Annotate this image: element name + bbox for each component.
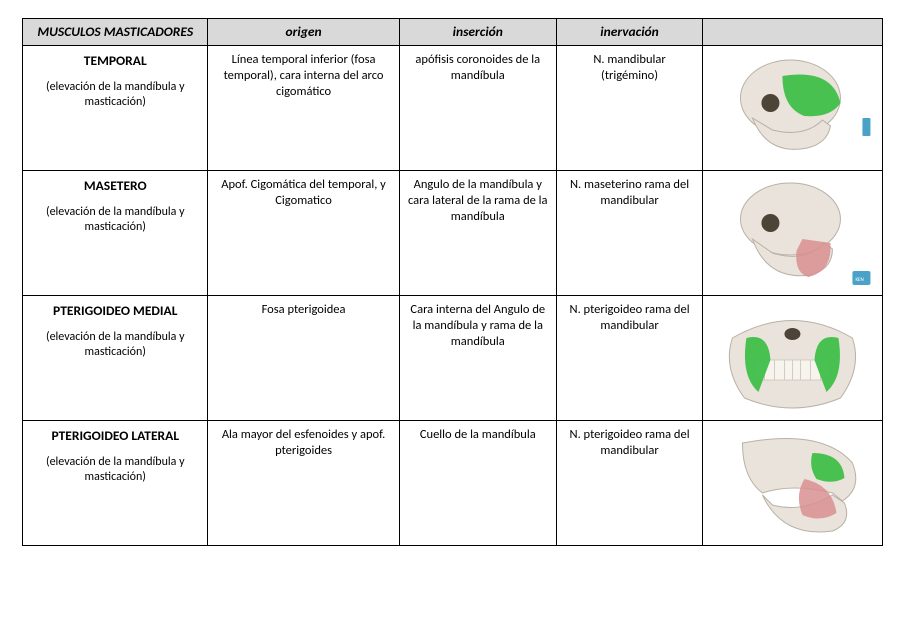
table-row: PTERIGOIDEO MEDIAL (elevación de la mand… [23,295,883,420]
cell-origen: Apof. Cigomática del temporal, y Cigomat… [208,170,399,295]
muscle-name: PTERIGOIDEO LATERAL [51,427,179,444]
skull-pterigoideo-medial-icon [705,298,880,418]
cell-insercion: Angulo de la mandíbula y cara lateral de… [399,170,556,295]
skull-masetero-icon: KEN [705,173,880,293]
cell-name: PTERIGOIDEO MEDIAL (elevación de la mand… [23,295,208,420]
cell-inervacion: N. pterigoideo rama del mandibular [556,420,702,545]
col-header-image [703,19,883,46]
col-header-name: MUSCULOS MASTICADORES [23,19,208,46]
cell-illustration [703,295,883,420]
cell-origen: Ala mayor del esfenoides y apof. pterigo… [208,420,399,545]
cell-illustration [703,420,883,545]
skull-temporal-icon [705,48,880,168]
muscles-table: MUSCULOS MASTICADORES origen inserción i… [22,18,883,546]
muscle-function: (elevación de la mandíbula y masticación… [31,80,199,111]
col-header-origen: origen [208,19,399,46]
document-page: MUSCULOS MASTICADORES origen inserción i… [0,0,905,564]
muscle-function: (elevación de la mandíbula y masticación… [31,455,199,486]
cell-insercion: Cara interna del Angulo de la mandíbula … [399,295,556,420]
cell-name: TEMPORAL (elevación de la mandíbula y ma… [23,45,208,170]
cell-inervacion: N. pterigoideo rama del mandibular [556,295,702,420]
cell-inervacion: N. maseterino rama del mandibular [556,170,702,295]
svg-text:KEN: KEN [856,277,864,283]
cell-illustration: KEN [703,170,883,295]
cell-inervacion: N. mandibular (trigémino) [556,45,702,170]
table-row: TEMPORAL (elevación de la mandíbula y ma… [23,45,883,170]
skull-pterigoideo-lateral-icon [705,423,880,543]
cell-name: PTERIGOIDEO LATERAL (elevación de la man… [23,420,208,545]
muscle-name: MASETERO [84,177,147,194]
cell-name: MASETERO (elevación de la mandíbula y ma… [23,170,208,295]
table-row: PTERIGOIDEO LATERAL (elevación de la man… [23,420,883,545]
muscle-name: TEMPORAL [84,52,147,69]
cell-insercion: apófisis coronoides de la mandíbula [399,45,556,170]
col-header-insercion: inserción [399,19,556,46]
muscle-function: (elevación de la mandíbula y masticación… [31,330,199,361]
table-row: MASETERO (elevación de la mandíbula y ma… [23,170,883,295]
muscle-function: (elevación de la mandíbula y masticación… [31,205,199,236]
cell-origen: Línea temporal inferior (fosa temporal),… [208,45,399,170]
muscle-name: PTERIGOIDEO MEDIAL [53,302,177,319]
cell-origen: Fosa pterigoidea [208,295,399,420]
col-header-inervacion: inervación [556,19,702,46]
cell-illustration [703,45,883,170]
table-header-row: MUSCULOS MASTICADORES origen inserción i… [23,19,883,46]
cell-insercion: Cuello de la mandíbula [399,420,556,545]
